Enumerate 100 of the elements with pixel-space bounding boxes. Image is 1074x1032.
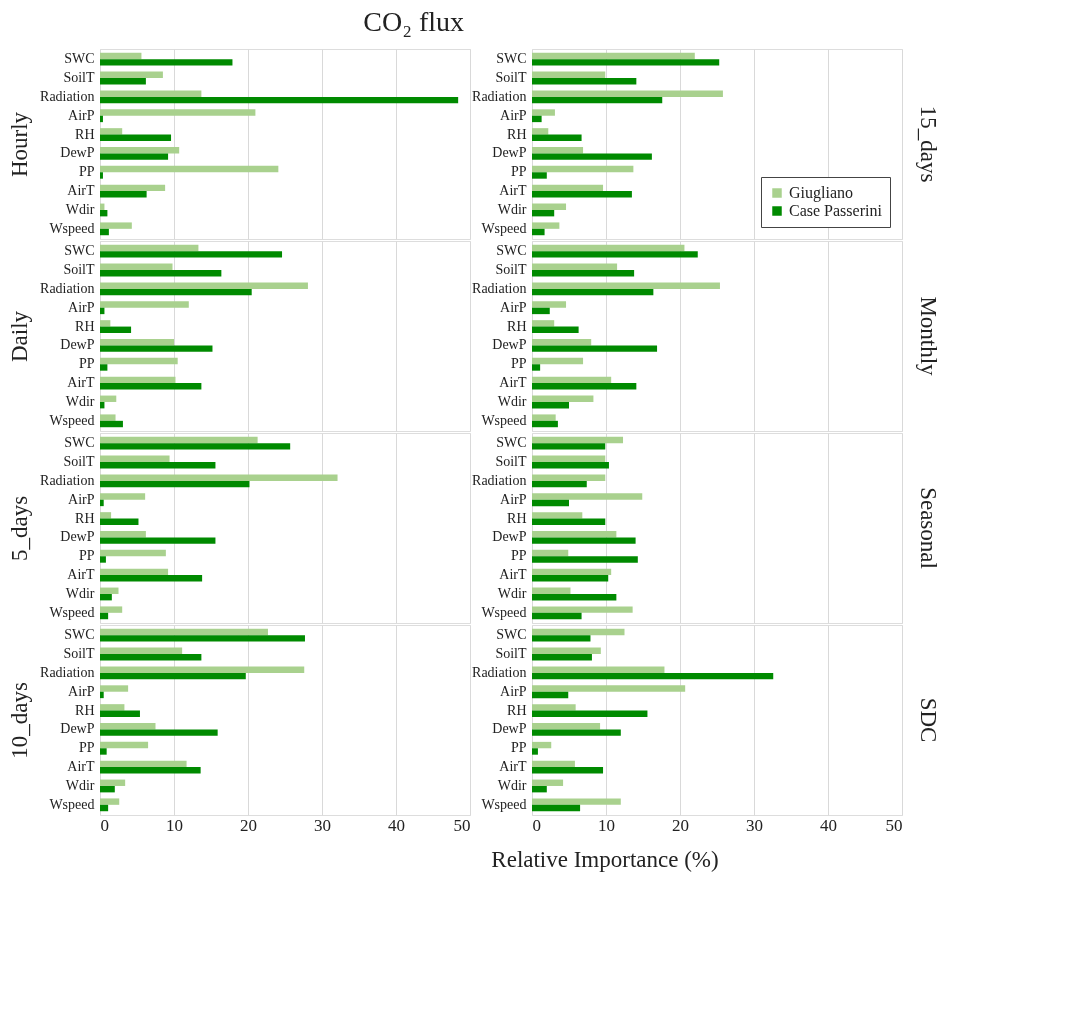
y-tick-label: SWC bbox=[64, 243, 95, 259]
y-tick-label: PP bbox=[78, 740, 95, 756]
bar bbox=[100, 493, 146, 500]
bar bbox=[100, 128, 123, 135]
y-tick-label: SoilT bbox=[495, 646, 527, 662]
bar bbox=[532, 326, 579, 333]
y-tick-label: SWC bbox=[496, 627, 527, 643]
y-tick-label: DewP bbox=[60, 337, 95, 353]
bar bbox=[532, 575, 609, 582]
y-tick-label: Wspeed bbox=[49, 220, 95, 236]
y-tick-label: Radiation bbox=[472, 280, 527, 296]
bar bbox=[100, 90, 202, 97]
y-tick-label: Radiation bbox=[40, 664, 95, 680]
bar bbox=[100, 165, 279, 173]
y-tick-label: RH bbox=[507, 318, 527, 334]
bar bbox=[100, 251, 283, 258]
y-axis-title: Monthly bbox=[916, 296, 941, 377]
y-tick-label: Wspeed bbox=[481, 796, 527, 812]
bar bbox=[100, 134, 172, 141]
bar bbox=[532, 414, 556, 421]
y-tick-label: Radiation bbox=[472, 88, 527, 104]
bar bbox=[100, 462, 216, 469]
y-tick-label: Wdir bbox=[497, 393, 527, 409]
y-tick-label: SoilT bbox=[495, 70, 527, 86]
bar bbox=[100, 320, 111, 327]
bar bbox=[532, 568, 612, 576]
y-axis-title: Hourly bbox=[7, 111, 33, 178]
bar bbox=[532, 172, 547, 179]
bar bbox=[532, 78, 637, 85]
y-tick-label: SWC bbox=[64, 627, 95, 643]
y-tick-label: AirT bbox=[67, 183, 95, 199]
y-tick-label: Radiation bbox=[40, 280, 95, 296]
y-tick-label: PP bbox=[510, 356, 527, 372]
bar bbox=[532, 134, 582, 141]
y-tick-label: AirP bbox=[500, 107, 527, 123]
x-tick-label: 10 bbox=[166, 815, 183, 835]
y-tick-label: SoilT bbox=[495, 454, 527, 470]
bar bbox=[532, 301, 567, 308]
y-axis-title: Daily bbox=[7, 310, 33, 363]
bar bbox=[100, 78, 146, 85]
bar bbox=[532, 512, 583, 519]
y-tick-label: DewP bbox=[60, 145, 95, 161]
y-tick-label: AirT bbox=[499, 375, 527, 391]
y-tick-label: Wspeed bbox=[49, 412, 95, 428]
y-tick-label: AirT bbox=[67, 567, 95, 583]
y-tick-label: Wspeed bbox=[481, 412, 527, 428]
bar bbox=[532, 612, 582, 620]
bar bbox=[100, 345, 213, 352]
bar bbox=[532, 282, 720, 289]
x-tick-label: 50 bbox=[453, 815, 471, 835]
y-tick-label: PP bbox=[78, 548, 95, 564]
bar bbox=[532, 587, 571, 594]
bar bbox=[532, 191, 632, 198]
bar bbox=[100, 96, 459, 104]
bar bbox=[532, 518, 606, 525]
y-tick-label: DewP bbox=[492, 145, 527, 161]
bar bbox=[100, 518, 139, 525]
bar bbox=[100, 228, 109, 236]
x-tick-label: 50 bbox=[885, 815, 903, 835]
bar bbox=[532, 480, 587, 488]
y-tick-label: Radiation bbox=[40, 88, 95, 104]
bar bbox=[100, 282, 308, 289]
bar bbox=[532, 222, 560, 229]
bar bbox=[532, 244, 685, 252]
y-tick-label: AirT bbox=[499, 567, 527, 583]
bar bbox=[532, 549, 569, 557]
bar bbox=[100, 326, 132, 333]
x-axis-title: Relative Importance (%) bbox=[491, 847, 719, 872]
bar bbox=[532, 345, 658, 352]
y-tick-label: Radiation bbox=[472, 472, 527, 488]
y-tick-label: SoilT bbox=[495, 262, 527, 278]
y-axis-title: 10_days bbox=[7, 682, 33, 759]
x-tick-label: 30 bbox=[746, 815, 763, 835]
bar bbox=[100, 270, 222, 277]
bar bbox=[100, 549, 166, 557]
y-tick-label: SWC bbox=[496, 243, 527, 259]
bar bbox=[100, 480, 250, 488]
bar bbox=[100, 606, 123, 613]
y-tick-label: RH bbox=[75, 126, 95, 142]
y-tick-label: SWC bbox=[64, 435, 95, 451]
bar bbox=[100, 364, 108, 371]
y-tick-label: RH bbox=[75, 318, 95, 334]
bar bbox=[532, 401, 569, 409]
y-tick-label: Wdir bbox=[497, 585, 527, 601]
y-tick-label: SWC bbox=[496, 435, 527, 451]
bar bbox=[532, 165, 634, 173]
bar bbox=[532, 228, 545, 236]
bar bbox=[532, 251, 698, 258]
bar bbox=[532, 109, 555, 116]
bar bbox=[532, 52, 695, 60]
bar bbox=[532, 420, 558, 428]
bar bbox=[532, 90, 723, 97]
y-tick-label: SWC bbox=[64, 51, 95, 67]
bar bbox=[100, 376, 176, 384]
bar bbox=[100, 499, 104, 507]
y-tick-label: RH bbox=[507, 126, 527, 142]
x-tick-label: 20 bbox=[240, 815, 257, 835]
y-tick-label: PP bbox=[510, 740, 527, 756]
y-tick-label: RH bbox=[507, 702, 527, 718]
bar bbox=[100, 191, 147, 198]
